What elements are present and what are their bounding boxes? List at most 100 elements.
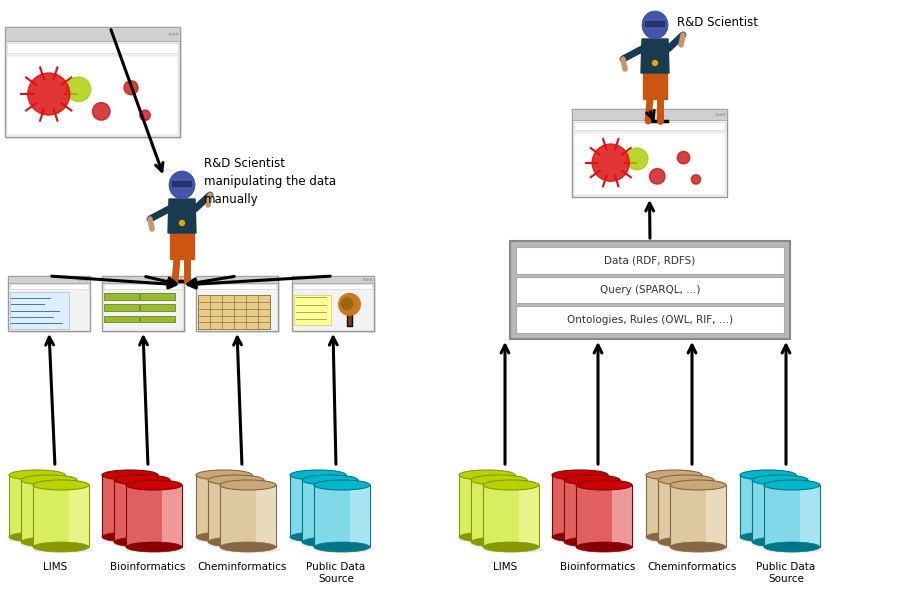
Polygon shape [552,475,608,537]
Ellipse shape [21,475,77,485]
Polygon shape [519,485,539,547]
Ellipse shape [196,532,252,542]
Text: Bioinformatics: Bioinformatics [561,562,635,572]
Ellipse shape [576,542,632,552]
Polygon shape [641,39,669,73]
FancyBboxPatch shape [574,133,725,195]
Circle shape [79,279,81,280]
Circle shape [274,279,275,280]
Ellipse shape [739,537,801,543]
Circle shape [626,148,648,170]
Polygon shape [777,475,796,537]
Polygon shape [168,199,196,233]
FancyBboxPatch shape [292,276,374,331]
FancyBboxPatch shape [104,304,139,311]
Polygon shape [45,475,65,537]
Ellipse shape [101,537,163,543]
Text: LIMS: LIMS [493,562,518,572]
Ellipse shape [459,470,515,480]
Ellipse shape [752,537,808,547]
FancyBboxPatch shape [574,122,725,130]
Text: Public Data
Source: Public Data Source [756,562,815,583]
Ellipse shape [764,480,820,490]
FancyBboxPatch shape [8,276,90,331]
FancyBboxPatch shape [5,27,180,137]
Ellipse shape [763,547,824,553]
Ellipse shape [33,542,89,552]
Polygon shape [752,480,808,542]
Circle shape [267,279,269,280]
FancyBboxPatch shape [102,276,184,331]
Polygon shape [800,485,820,547]
Ellipse shape [764,542,820,552]
Ellipse shape [646,470,702,480]
Polygon shape [170,233,194,259]
Ellipse shape [576,480,632,490]
FancyBboxPatch shape [6,29,182,138]
Ellipse shape [752,542,813,548]
Polygon shape [9,475,65,537]
Circle shape [67,77,91,102]
Polygon shape [102,475,158,537]
Ellipse shape [33,480,89,490]
Circle shape [179,220,184,225]
Ellipse shape [752,475,808,485]
Circle shape [678,152,689,164]
Ellipse shape [552,532,608,542]
FancyBboxPatch shape [198,295,270,329]
FancyBboxPatch shape [294,295,331,325]
Ellipse shape [102,532,158,542]
Ellipse shape [740,532,796,542]
Polygon shape [196,475,252,537]
Circle shape [366,279,368,280]
FancyBboxPatch shape [7,56,178,135]
Ellipse shape [302,537,358,547]
Ellipse shape [658,537,714,547]
Text: LIMS: LIMS [43,562,68,572]
FancyBboxPatch shape [104,315,139,322]
Circle shape [650,169,665,184]
Ellipse shape [289,537,351,543]
Polygon shape [290,475,346,537]
Polygon shape [245,480,264,542]
Polygon shape [208,480,264,542]
FancyBboxPatch shape [197,278,280,333]
Ellipse shape [564,475,620,485]
Polygon shape [58,480,77,542]
Ellipse shape [220,542,276,552]
Circle shape [652,60,658,66]
Ellipse shape [458,537,520,543]
Text: Cheminformatics: Cheminformatics [647,562,737,572]
Ellipse shape [302,475,358,485]
FancyBboxPatch shape [196,276,278,283]
Ellipse shape [563,542,625,548]
Polygon shape [670,485,726,547]
Polygon shape [764,485,820,547]
FancyBboxPatch shape [293,278,375,333]
Ellipse shape [552,470,608,480]
Text: Public Data
Source: Public Data Source [306,562,365,583]
FancyBboxPatch shape [104,293,139,300]
FancyBboxPatch shape [104,278,185,333]
Polygon shape [139,475,158,537]
Ellipse shape [658,475,714,485]
Ellipse shape [470,542,532,548]
Polygon shape [302,480,358,542]
Text: Cheminformatics: Cheminformatics [197,562,287,572]
Polygon shape [150,480,170,542]
Ellipse shape [483,542,539,552]
Ellipse shape [551,537,613,543]
Ellipse shape [290,470,346,480]
Ellipse shape [575,547,637,553]
Circle shape [271,279,273,280]
Ellipse shape [220,547,281,553]
Circle shape [716,114,718,116]
FancyBboxPatch shape [645,21,665,27]
Ellipse shape [21,537,77,547]
Circle shape [338,294,360,315]
Ellipse shape [114,475,170,485]
Ellipse shape [290,532,346,542]
FancyBboxPatch shape [8,276,90,283]
FancyBboxPatch shape [5,27,180,41]
Ellipse shape [195,537,256,543]
